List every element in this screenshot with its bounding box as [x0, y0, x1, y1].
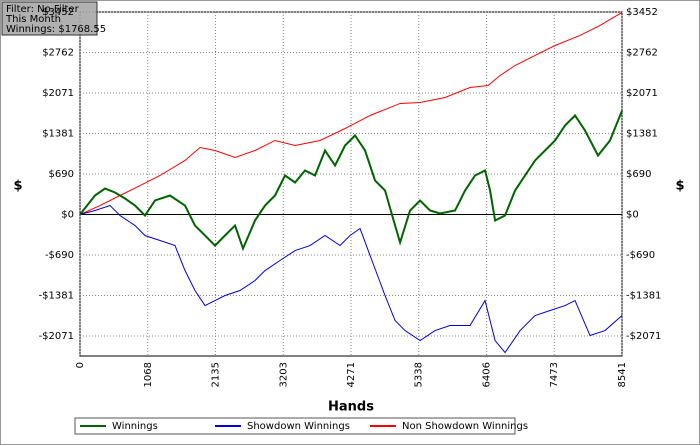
- legend: [74, 417, 516, 435]
- x-axis-label: Hands: [328, 400, 374, 415]
- x-tick-label: 0: [75, 362, 86, 368]
- y-tick-label: -$690: [45, 250, 74, 261]
- x-tick-label: 8541: [617, 362, 628, 387]
- x-tick-label: 3203: [278, 362, 289, 387]
- x-tick-label: 1068: [143, 362, 154, 387]
- y-tick-label: $3452: [626, 7, 658, 18]
- y-tick-label: $1381: [42, 128, 74, 139]
- x-tick-label: 2135: [210, 362, 221, 387]
- y-tick-label: $0: [61, 210, 74, 221]
- series-line: [79, 110, 623, 252]
- y-tick-label: $690: [626, 169, 651, 180]
- y-tick-label: $0: [626, 210, 639, 221]
- x-tick-label: 5338: [414, 362, 425, 387]
- legend-label: Showdown Winnings: [247, 421, 350, 432]
- y-tick-label: -$2071: [39, 331, 74, 342]
- info-text: Filter: No Filter: [6, 4, 80, 15]
- y-tick-label: $2071: [626, 88, 658, 99]
- y-tick-label: $2762: [626, 47, 658, 58]
- y-tick-label: -$2071: [626, 331, 661, 342]
- y-tick-label: $3452: [42, 7, 74, 18]
- y-axis-label: $: [675, 179, 684, 194]
- y-tick-label: $690: [49, 169, 74, 180]
- legend-label: Winnings: [112, 421, 158, 432]
- info-box: [1, 1, 98, 36]
- info-text: Winnings: $1768.55: [6, 24, 106, 35]
- x-tick-label: 6406: [482, 362, 493, 387]
- y-tick-label: -$1381: [626, 291, 661, 302]
- x-tick-label: 7473: [549, 362, 560, 387]
- series-line: [79, 12, 623, 215]
- y-tick-label: $1381: [626, 128, 658, 139]
- y-tick-label: $2071: [42, 88, 74, 99]
- series-line: [79, 204, 623, 354]
- info-text: This Month: [5, 14, 61, 25]
- y-tick-label: $2762: [42, 47, 74, 58]
- y-axis-label: $: [13, 179, 22, 194]
- x-tick-label: 4271: [346, 362, 357, 387]
- y-tick-label: -$690: [626, 250, 655, 261]
- legend-label: Non Showdown Winnings: [402, 421, 528, 432]
- y-tick-label: -$1381: [39, 291, 74, 302]
